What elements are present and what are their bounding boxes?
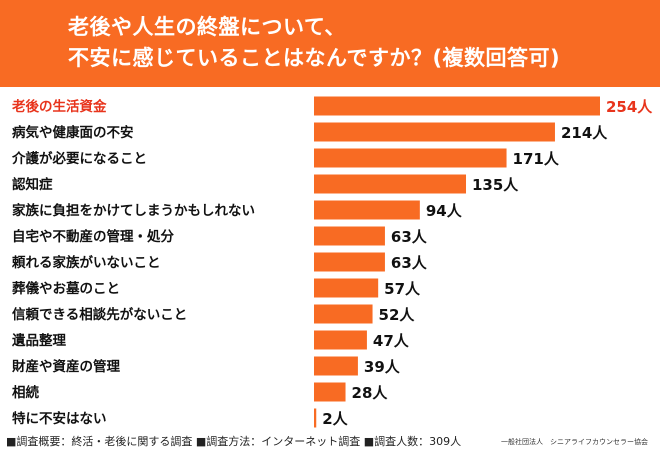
category-label: 葬儀やお墓のこと: [12, 280, 120, 297]
value-label: 171人: [513, 150, 560, 168]
bar: [314, 408, 317, 428]
value-label: 57人: [384, 280, 421, 298]
value-label: 94人: [426, 202, 463, 220]
category-label: 家族に負担をかけてしまうかもしれない: [12, 202, 255, 219]
chart-title: 老後や人生の終盤について、 不安に感じていることはなんですか？(複数回答可): [68, 12, 560, 74]
bar: [314, 96, 600, 116]
bar: [314, 200, 420, 220]
category-label: 病気や健康面の不安: [12, 124, 134, 141]
bar: [314, 278, 379, 298]
category-label: 相続: [12, 384, 39, 401]
category-label: 遺品整理: [11, 332, 66, 349]
organization-credit: 一般社団法人 シニアライフカウンセラー協会: [501, 438, 648, 446]
value-label: 254人: [606, 98, 653, 116]
category-label: 介護が必要になること: [11, 150, 147, 167]
title-line-1: 老後や人生の終盤について、: [68, 15, 346, 39]
value-label: 47人: [373, 332, 410, 350]
bar: [314, 252, 385, 272]
bar: [314, 304, 373, 324]
bar: [314, 122, 555, 142]
category-label: 認知症: [12, 176, 53, 193]
bar: [314, 382, 346, 402]
bar: [314, 226, 385, 246]
value-label: 39人: [364, 358, 401, 376]
category-label: 特に不安はない: [12, 410, 107, 427]
value-label: 63人: [391, 228, 428, 246]
value-label: 28人: [352, 384, 389, 402]
bar: [314, 174, 467, 194]
bar: [314, 148, 507, 168]
value-label: 52人: [379, 306, 416, 324]
value-label: 214人: [561, 124, 608, 142]
title-banner: 老後や人生の終盤について、 不安に感じていることはなんですか？(複数回答可): [0, 0, 660, 87]
value-label: 135人: [472, 176, 519, 194]
survey-footer: ■調査概要：終活・老後に関する調査 ■調査方法：インターネット調査 ■調査人数：…: [6, 435, 462, 448]
title-line-2: 不安に感じていることはなんですか？(複数回答可): [68, 46, 561, 70]
category-label: 信頼できる相談先がないこと: [12, 306, 187, 323]
category-label: 頼れる家族がいないこと: [12, 254, 161, 271]
category-label: 老後の生活資金: [12, 98, 107, 115]
value-label: 63人: [391, 254, 428, 272]
bar: [314, 356, 358, 376]
category-label: 自宅や不動産の管理・処分: [12, 228, 174, 245]
bar: [314, 330, 367, 350]
category-label: 財産や資産の管理: [11, 358, 120, 375]
value-label: 2人: [322, 410, 348, 428]
